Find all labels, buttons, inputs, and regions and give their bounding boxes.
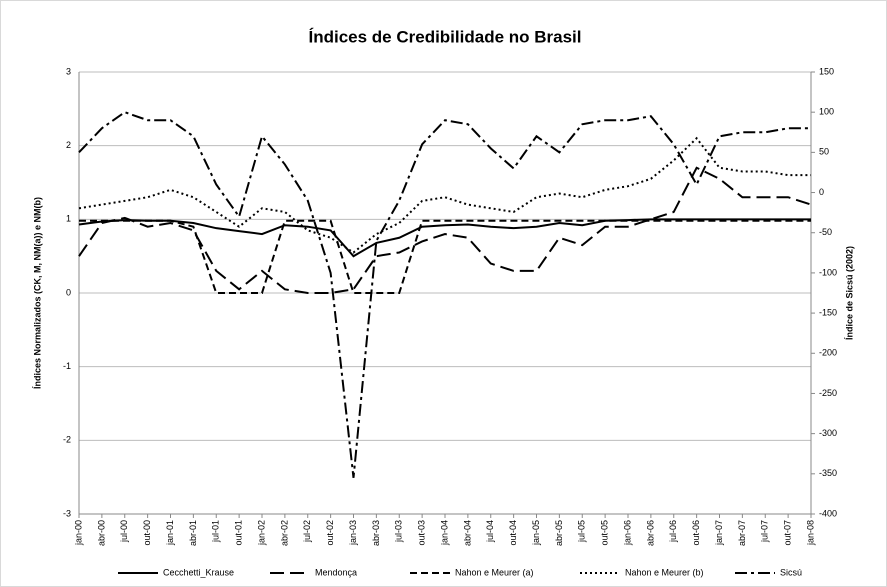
x-tick-label: abr-05: [554, 520, 564, 546]
series-line: [78, 136, 811, 254]
x-tick-label: out-04: [508, 520, 518, 546]
x-tick-label: out-01: [234, 520, 244, 546]
y2-tick-label: 0: [819, 187, 824, 197]
y-tick-label: 2: [66, 140, 71, 150]
y2-tick-label: -100: [819, 267, 837, 277]
y-tick-label: 0: [66, 287, 71, 297]
x-tick-label: jan-08: [805, 520, 815, 546]
x-tick-label: out-02: [325, 520, 335, 546]
y2-tick-label: 150: [819, 66, 834, 76]
x-tick-label: out-00: [142, 520, 152, 546]
y2-tick-label: -150: [819, 307, 837, 317]
x-tick-label: jul-02: [302, 520, 312, 543]
x-tick-label: jan-01: [165, 520, 175, 546]
x-tick-label: abr-03: [371, 520, 381, 546]
x-tick-label: jul-04: [485, 520, 495, 543]
y2-tick-label: -250: [819, 388, 837, 398]
x-tick-label: abr-02: [279, 520, 289, 546]
x-tick-label: jul-06: [668, 520, 678, 543]
x-tick-label: jul-07: [760, 520, 770, 543]
y2-tick-label: 50: [819, 147, 829, 157]
series-line: [79, 219, 811, 294]
x-tick-label: out-03: [417, 520, 427, 546]
y2-tick-label: -300: [819, 428, 837, 438]
x-tick-label: abr-01: [188, 520, 198, 546]
x-tick-label: jul-01: [211, 520, 221, 543]
x-tick-label: out-06: [691, 520, 701, 546]
series-line: [78, 111, 811, 478]
x-tick-label: abr-06: [645, 520, 655, 546]
y-tick-label: 1: [66, 214, 71, 224]
x-tick-label: jul-05: [577, 520, 587, 543]
chart-title: Índices de Credibilidade no Brasil: [308, 27, 581, 46]
x-tick-label: out-05: [600, 520, 610, 546]
y-tick-label: -2: [63, 435, 71, 445]
x-tick-label: out-07: [783, 520, 793, 546]
x-tick-label: jul-00: [119, 520, 129, 543]
y2-tick-label: 100: [819, 107, 834, 117]
x-tick-label: abr-04: [462, 520, 472, 546]
y2-tick-label: -400: [819, 508, 837, 518]
y2-tick-label: -200: [819, 348, 837, 358]
legend-label: Sicsú: [780, 567, 802, 577]
x-tick-label: jan-02: [256, 520, 266, 546]
x-tick-label: jul-03: [394, 520, 404, 543]
x-tick-label: abr-00: [96, 520, 106, 546]
x-tick-label: abr-07: [737, 520, 747, 546]
y2-tick-label: -350: [819, 468, 837, 478]
y-axis-label: Índices Normalizados (CK, M, NM(a)) e NM…: [32, 197, 42, 389]
y-tick-label: -1: [63, 361, 71, 371]
x-tick-label: jan-04: [439, 520, 449, 546]
legend-label: Mendonça: [315, 567, 357, 577]
series-line: [78, 218, 811, 258]
x-tick-label: jan-07: [714, 520, 724, 546]
series-line: [78, 166, 812, 294]
y2-tick-label: -50: [819, 227, 832, 237]
y-tick-label: 3: [66, 66, 71, 76]
y2-axis-label: Índice de Sicsú (2002): [844, 246, 854, 340]
legend-label: Nahon e Meurer (a): [455, 567, 534, 577]
x-tick-label: jan-03: [348, 520, 358, 546]
legend-label: Cecchetti_Krause: [163, 567, 234, 577]
x-tick-label: jan-05: [531, 520, 541, 546]
x-tick-label: jan-06: [622, 520, 632, 546]
legend-label: Nahon e Meurer (b): [625, 567, 704, 577]
x-tick-label: jan-00: [73, 520, 83, 546]
y-tick-label: -3: [63, 508, 71, 518]
